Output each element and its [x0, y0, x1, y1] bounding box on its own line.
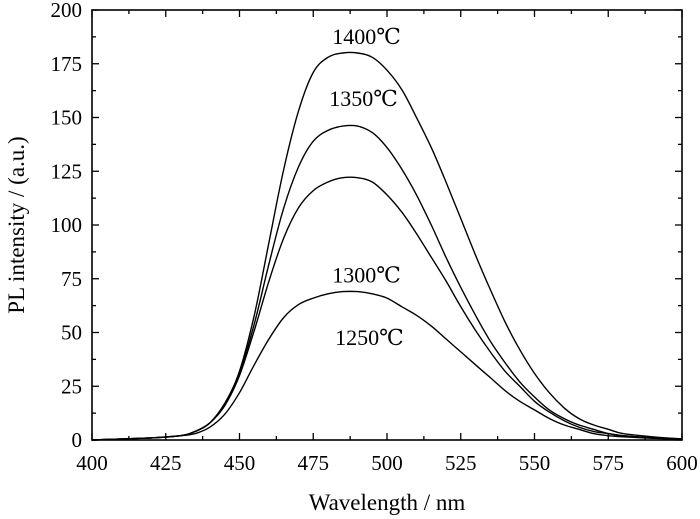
- x-tick-label: 500: [371, 451, 403, 475]
- series-line-1: [91, 124, 683, 441]
- plot-frame: [91, 9, 683, 441]
- y-tick-label: 150: [51, 106, 83, 130]
- x-tick-label: 550: [519, 451, 551, 475]
- y-tick-label: 25: [61, 374, 82, 398]
- series-line-2: [91, 176, 683, 441]
- y-tick-label: 0: [72, 428, 83, 452]
- series-line-3: [91, 290, 683, 441]
- series-label-0: 1400℃: [332, 24, 401, 49]
- x-tick-label: 425: [150, 451, 182, 475]
- x-tick-label: 400: [76, 451, 108, 475]
- y-axis-title: PL intensity / (a.u.): [4, 136, 29, 313]
- y-tick-label: 200: [51, 0, 83, 22]
- x-axis-title: Wavelength / nm: [309, 490, 466, 515]
- x-tick-label: 450: [224, 451, 256, 475]
- y-tick-label: 50: [61, 321, 82, 345]
- x-tick-label: 525: [445, 451, 477, 475]
- series-label-1: 1350℃: [329, 86, 398, 111]
- x-tick-label: 600: [666, 451, 698, 475]
- series-labels: 1400℃ 1350℃ 1300℃ 1250℃: [329, 24, 404, 350]
- series-lines: [91, 51, 683, 441]
- series-label-2: 1300℃: [332, 262, 401, 287]
- axis-ticks: 400 425 450 475 500 525 550 575 600 0 25 50 75 100 125…: [51, 0, 698, 475]
- x-tick-label: 475: [298, 451, 330, 475]
- y-tick-label: 75: [61, 267, 82, 291]
- y-tick-label: 100: [51, 213, 83, 237]
- series-label-3: 1250℃: [335, 325, 404, 350]
- x-tick-label: 575: [593, 451, 625, 475]
- y-tick-label: 175: [51, 52, 83, 76]
- y-tick-label: 125: [51, 159, 83, 183]
